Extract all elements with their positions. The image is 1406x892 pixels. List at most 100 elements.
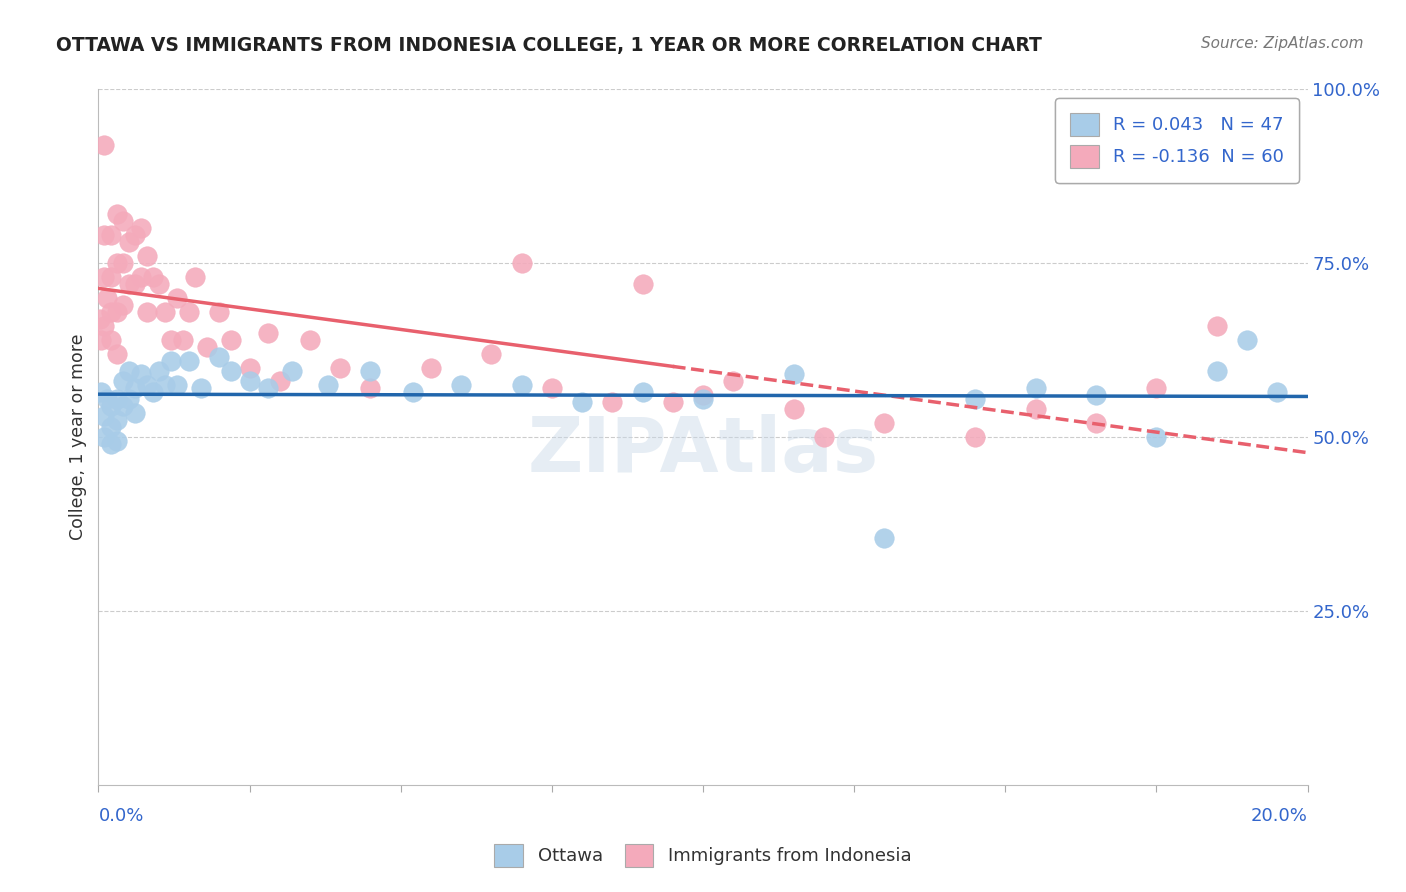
Point xyxy=(105,346,128,360)
Text: 20.0%: 20.0% xyxy=(1251,807,1308,825)
Point xyxy=(360,381,382,395)
Point xyxy=(105,305,128,319)
Text: ZIPAtlas: ZIPAtlas xyxy=(527,414,879,488)
Point xyxy=(481,346,503,360)
Point xyxy=(190,381,212,395)
Point xyxy=(93,409,115,424)
Point xyxy=(221,333,243,347)
Point xyxy=(179,353,201,368)
Point xyxy=(118,277,141,291)
Point xyxy=(179,305,201,319)
Point xyxy=(299,333,322,347)
Point xyxy=(124,381,146,395)
Point xyxy=(602,395,624,409)
Point xyxy=(124,228,146,243)
Point xyxy=(111,214,134,228)
Point xyxy=(105,434,128,448)
Point xyxy=(124,277,146,291)
Point xyxy=(135,378,157,392)
Y-axis label: College, 1 year or more: College, 1 year or more xyxy=(69,334,87,541)
Point xyxy=(208,305,231,319)
Point xyxy=(965,430,987,444)
Point xyxy=(450,378,472,392)
Point xyxy=(118,235,141,250)
Point xyxy=(661,395,683,409)
Point xyxy=(142,384,165,399)
Point xyxy=(118,364,141,378)
Point xyxy=(89,311,111,326)
Point xyxy=(148,364,170,378)
Point xyxy=(100,305,122,319)
Point xyxy=(160,333,183,347)
Point xyxy=(166,291,188,305)
Point xyxy=(1144,381,1167,395)
Legend: R = 0.043   N = 47, R = -0.136  N = 60: R = 0.043 N = 47, R = -0.136 N = 60 xyxy=(1056,98,1299,183)
Point xyxy=(1236,333,1258,347)
Point xyxy=(111,399,134,413)
Point xyxy=(221,364,243,378)
Point xyxy=(135,305,157,319)
Point xyxy=(96,392,118,406)
Point xyxy=(631,277,654,291)
Point xyxy=(100,419,122,434)
Point xyxy=(93,430,115,444)
Text: OTTAWA VS IMMIGRANTS FROM INDONESIA COLLEGE, 1 YEAR OR MORE CORRELATION CHART: OTTAWA VS IMMIGRANTS FROM INDONESIA COLL… xyxy=(56,36,1042,54)
Point xyxy=(571,395,593,409)
Point xyxy=(160,353,183,368)
Point xyxy=(90,333,112,347)
Point xyxy=(105,412,128,426)
Legend: Ottawa, Immigrants from Indonesia: Ottawa, Immigrants from Indonesia xyxy=(488,837,918,874)
Point xyxy=(100,228,122,243)
Point xyxy=(90,384,112,399)
Point xyxy=(873,531,896,545)
Point xyxy=(166,378,188,392)
Point xyxy=(510,256,533,270)
Point xyxy=(153,378,176,392)
Point xyxy=(100,270,122,285)
Point xyxy=(195,340,218,354)
Point xyxy=(813,430,835,444)
Point xyxy=(631,384,654,399)
Point xyxy=(510,378,533,392)
Point xyxy=(1024,402,1046,417)
Point xyxy=(124,406,146,420)
Point xyxy=(783,402,806,417)
Point xyxy=(105,207,128,221)
Point xyxy=(256,326,278,340)
Point xyxy=(153,305,176,319)
Point xyxy=(96,291,118,305)
Point xyxy=(100,437,122,451)
Point xyxy=(281,364,304,378)
Point xyxy=(316,378,339,392)
Point xyxy=(105,392,128,406)
Point xyxy=(100,399,122,413)
Point xyxy=(692,392,714,406)
Point xyxy=(269,375,291,389)
Point xyxy=(93,228,115,243)
Point xyxy=(402,384,425,399)
Point xyxy=(1144,430,1167,444)
Point xyxy=(329,360,352,375)
Point xyxy=(239,360,262,375)
Point xyxy=(129,270,152,285)
Point xyxy=(1267,384,1289,399)
Point xyxy=(172,333,194,347)
Point xyxy=(692,388,714,402)
Point xyxy=(1206,318,1229,333)
Point xyxy=(135,249,157,263)
Point xyxy=(105,256,128,270)
Point xyxy=(129,221,152,235)
Point xyxy=(723,375,745,389)
Point xyxy=(360,364,382,378)
Point xyxy=(100,333,122,347)
Point xyxy=(256,381,278,395)
Text: Source: ZipAtlas.com: Source: ZipAtlas.com xyxy=(1201,36,1364,51)
Point xyxy=(111,375,134,389)
Point xyxy=(142,270,165,285)
Point xyxy=(873,416,896,430)
Point xyxy=(783,368,806,382)
Point xyxy=(111,256,134,270)
Point xyxy=(965,392,987,406)
Point xyxy=(208,350,231,364)
Point xyxy=(420,360,443,375)
